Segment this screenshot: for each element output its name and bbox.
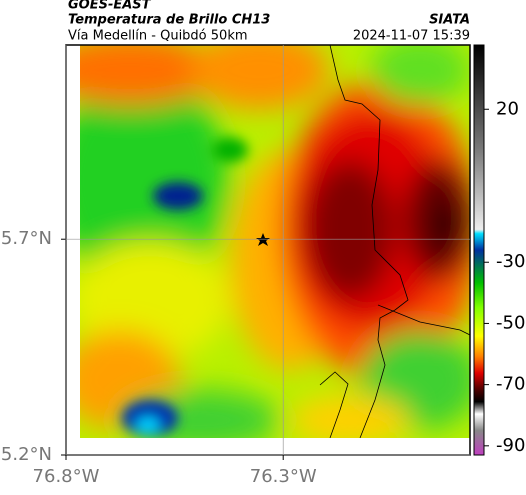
colorbar-label: -90 — [496, 435, 525, 456]
colorbar-label: -30 — [496, 251, 525, 272]
lon-label: 76.8°W — [33, 466, 100, 487]
colorbar-label: -50 — [496, 312, 525, 333]
colorbar-label: -70 — [496, 374, 525, 395]
source: SIATA — [429, 13, 470, 28]
temperature-field — [80, 45, 470, 438]
title: Temperatura de Brillo CH13 — [68, 13, 270, 28]
lat-label: 5.7°N — [1, 228, 52, 249]
lat-label: 5.2°N — [1, 444, 52, 465]
subtitle: Vía Medellín - Quibdó 50km — [68, 29, 248, 44]
colorbar — [473, 44, 485, 456]
product: GOES-EAST — [68, 0, 152, 13]
colorbar-label: 20 — [496, 98, 519, 119]
timestamp: 2024-11-07 15:39 — [353, 29, 470, 44]
lon-label: 76.3°W — [250, 466, 317, 487]
